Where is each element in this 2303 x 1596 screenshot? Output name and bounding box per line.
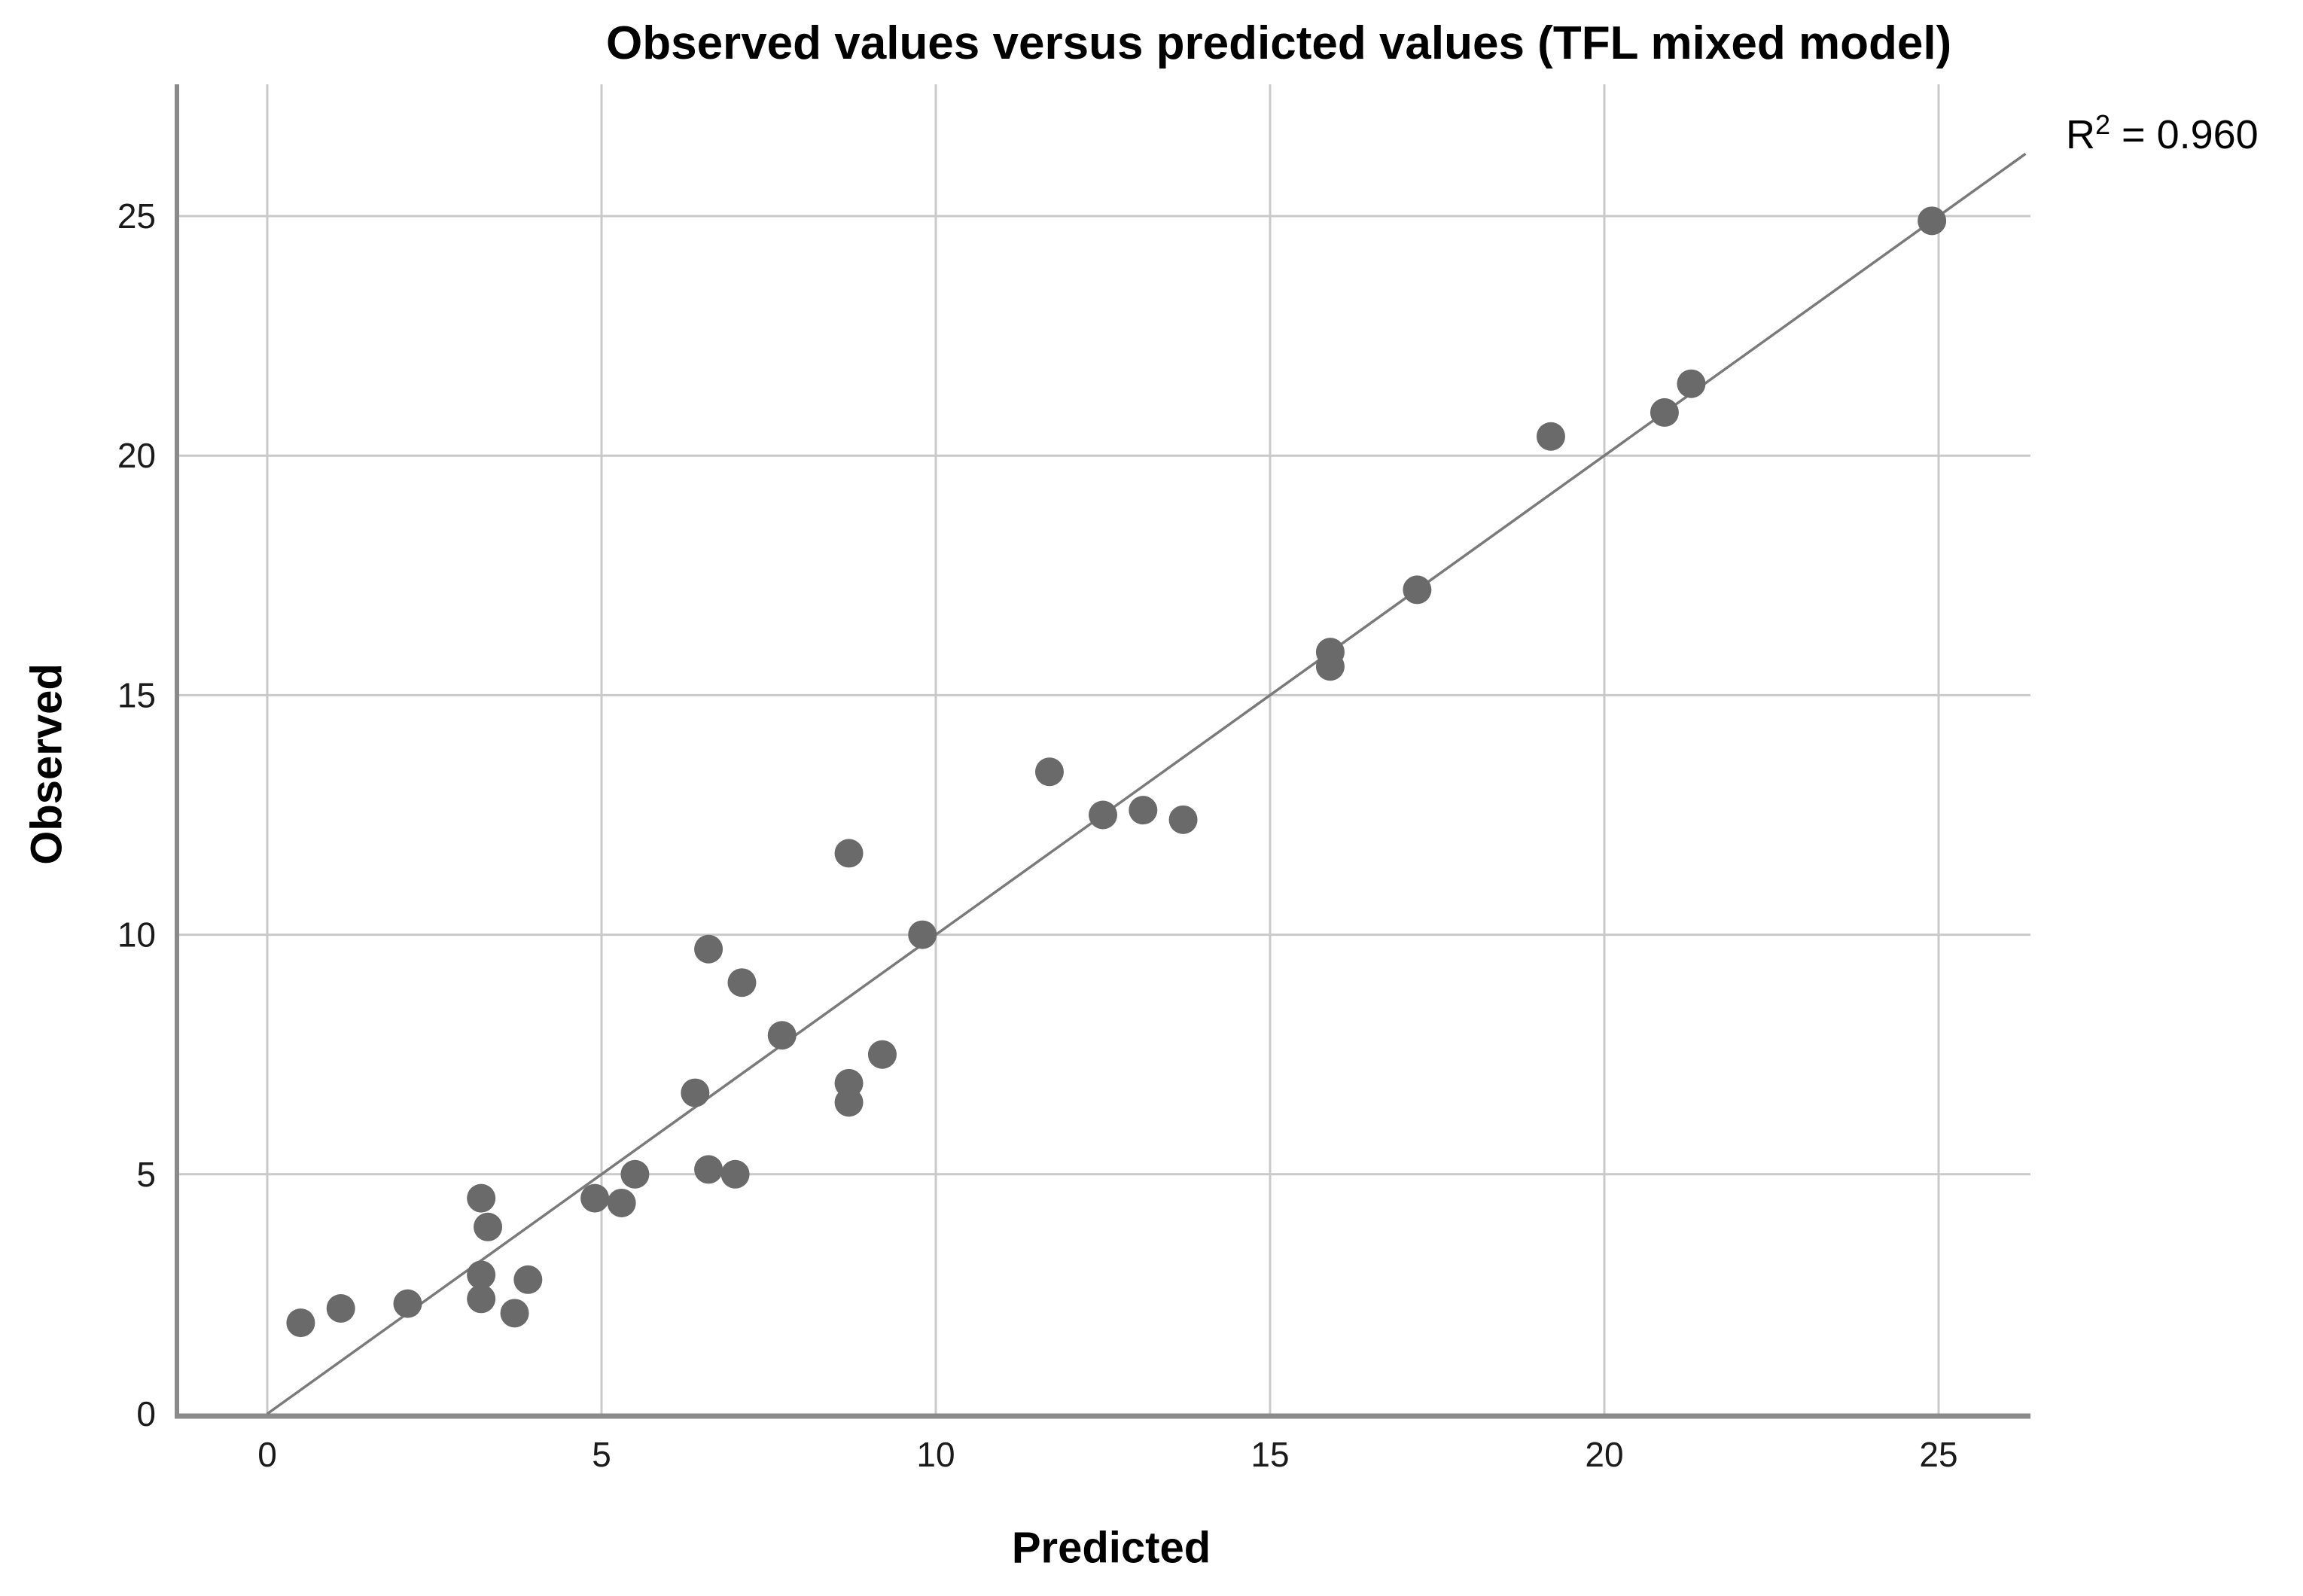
x-axis-label: Predicted <box>1011 1523 1211 1573</box>
data-point <box>1089 800 1117 830</box>
x-tick-label: 25 <box>1919 1435 1957 1474</box>
y-tick-label: 0 <box>136 1394 156 1433</box>
identity-line <box>266 152 2027 1415</box>
data-point <box>513 1265 543 1294</box>
data-points <box>286 206 1947 1338</box>
r-squared-base: R <box>2066 112 2095 157</box>
x-tick-label: 5 <box>592 1435 611 1474</box>
gridlines <box>175 84 2030 1414</box>
data-point <box>580 1183 610 1213</box>
data-point <box>1650 397 1679 427</box>
data-point <box>467 1260 496 1290</box>
data-point <box>834 1088 864 1117</box>
x-tick-label: 20 <box>1585 1435 1623 1474</box>
data-point <box>694 934 723 964</box>
data-point <box>834 839 864 868</box>
y-tick-label: 10 <box>117 915 156 955</box>
data-point <box>1536 422 1565 451</box>
x-tick-label: 10 <box>916 1435 955 1474</box>
data-point <box>694 1155 723 1184</box>
data-point <box>767 1021 797 1050</box>
data-point <box>1677 369 1706 398</box>
data-point <box>607 1188 636 1217</box>
data-point <box>1168 805 1198 834</box>
data-point <box>467 1284 496 1314</box>
data-point <box>1129 796 1158 825</box>
r-squared-value: = 0.960 <box>2110 112 2259 157</box>
data-point <box>1034 757 1064 787</box>
chart-title: Observed values versus predicted values … <box>606 17 1952 69</box>
x-tick-label: 0 <box>257 1435 277 1474</box>
y-tick-label: 20 <box>117 436 156 475</box>
data-point <box>1315 652 1345 681</box>
data-point <box>720 1159 750 1189</box>
y-tick-label: 5 <box>136 1155 156 1194</box>
data-point <box>393 1289 422 1318</box>
data-point <box>908 920 937 949</box>
data-point <box>467 1183 496 1213</box>
r-squared-annotation: R2 = 0.960 <box>2066 111 2259 158</box>
data-point <box>474 1212 503 1241</box>
tick-labels: 0 5 10 15 20 25 0 5 10 15 20 25 <box>117 196 1958 1474</box>
identity-line-segment <box>266 152 2027 1415</box>
x-tick-label: 15 <box>1251 1435 1289 1474</box>
data-point <box>500 1299 529 1328</box>
r-squared-exponent: 2 <box>2095 109 2111 140</box>
data-point <box>620 1159 650 1189</box>
data-point <box>1403 575 1432 605</box>
data-point <box>326 1293 355 1323</box>
data-point <box>1918 206 1947 236</box>
data-point <box>867 1040 897 1069</box>
data-point <box>727 968 757 998</box>
axes <box>175 84 2030 1419</box>
y-tick-label: 25 <box>117 196 156 236</box>
data-point <box>286 1308 315 1338</box>
data-point <box>681 1078 710 1107</box>
y-tick-label: 15 <box>117 675 156 714</box>
